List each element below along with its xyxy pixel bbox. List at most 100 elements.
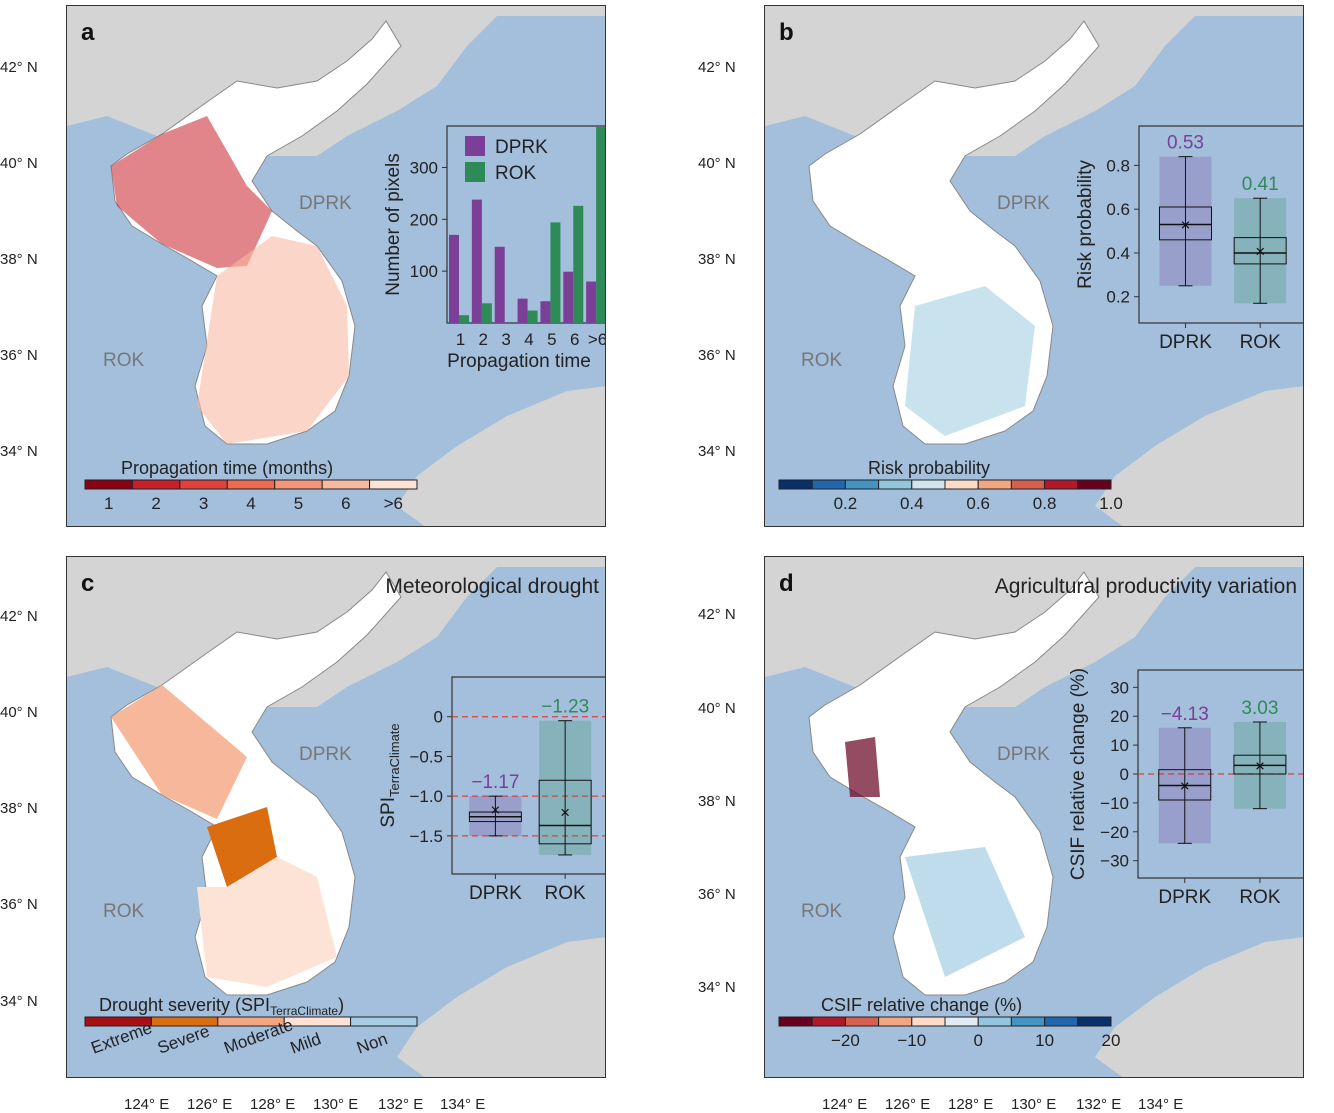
colorbar-swatch	[811, 1016, 846, 1027]
colorbar-swatch	[1077, 1016, 1112, 1027]
y-tick-label: −1.0	[409, 787, 443, 806]
map-panel-b: b DPRK ROK Risk probability 0.2 0.4 0.6 0.8 1.0 0…	[764, 5, 1304, 527]
inset-frame	[1138, 125, 1303, 324]
mean-value-label: −1.17	[471, 772, 519, 793]
colorbar-tick-label: Severe	[155, 1021, 212, 1057]
y-tick-label: 0	[1120, 765, 1129, 784]
bar-rok	[550, 222, 561, 323]
latitude-label: 42° N	[0, 59, 38, 76]
rok-shading	[197, 236, 349, 444]
y-tick-label: −1.5	[409, 827, 443, 846]
latitude-label: 38° N	[698, 251, 736, 268]
mean-value-label: 0.41	[1242, 174, 1279, 195]
x-tick-label: 5	[547, 330, 556, 349]
colorbar-title-end: )	[338, 995, 344, 1015]
bar-dprk	[586, 281, 597, 323]
panel-letter: c	[81, 570, 94, 597]
latitude-label: 38° N	[0, 251, 38, 268]
x-tick-label: 1	[456, 330, 465, 349]
colorbar-swatch	[977, 1016, 1012, 1027]
latitude-label: 42° N	[698, 59, 736, 76]
latitude-label: 38° N	[698, 793, 736, 810]
y-tick-label: −20	[1100, 823, 1129, 842]
box	[1233, 237, 1287, 265]
colorbar-swatch	[179, 479, 228, 490]
x-axis-label: Propagation time	[447, 351, 591, 372]
japan-terrain	[397, 386, 605, 526]
y-tick-label: 0.6	[1106, 200, 1130, 219]
rok-shading	[905, 847, 1025, 977]
colorbar-tick-label: 3	[199, 494, 208, 513]
map-svg: b DPRK ROK Risk probability 0.2 0.4 0.6 0.8 1.0 0…	[765, 6, 1303, 526]
bar-rok	[481, 303, 492, 323]
x-tick-label: DPRK	[1158, 887, 1211, 908]
panel-title: Meteorological drought	[385, 575, 599, 598]
colorbar-swatch	[778, 1016, 813, 1027]
colorbar-tick-label: 10	[1035, 1031, 1054, 1050]
y-tick-label: 10	[1110, 736, 1129, 755]
latitude-label: 36° N	[698, 347, 736, 364]
y-axis-label-sub: TerraClimate	[387, 723, 402, 797]
colorbar-tick-label: 4	[246, 494, 255, 513]
colorbar-swatch	[350, 1016, 418, 1027]
y-tick-label: 0	[434, 708, 443, 727]
latitude-label: 40° N	[698, 155, 736, 172]
latitude-label: 34° N	[698, 443, 736, 460]
rok-shading	[905, 286, 1035, 436]
japan-terrain	[397, 937, 605, 1077]
korea-peninsula	[110, 571, 402, 996]
colorbar-swatch	[1010, 1016, 1046, 1027]
colorbar-swatch	[321, 479, 371, 490]
colorbar-swatch	[131, 479, 181, 490]
colorbar-title: CSIF relative change (%)	[821, 995, 1022, 1015]
bar-dprk	[494, 246, 505, 323]
colorbar-tick-label: Non	[354, 1029, 390, 1058]
panel-letter: a	[81, 19, 95, 46]
longitude-label: 128° E	[250, 1096, 296, 1113]
colorbar-swatch	[878, 1016, 913, 1027]
colorbar-title: Propagation time (months)	[121, 458, 333, 478]
colorbar-swatch	[274, 479, 323, 490]
colorbar-tick-label: 5	[294, 494, 303, 513]
legend-label: DPRK	[495, 137, 548, 158]
colorbar-swatch	[944, 479, 979, 490]
rok-label: ROK	[103, 350, 145, 371]
colorbar-tick-label: 2	[151, 494, 160, 513]
x-tick-label: DPRK	[469, 883, 522, 904]
latitude-label: 34° N	[0, 443, 38, 460]
rok-shading	[197, 857, 337, 987]
mean-marker: ×	[560, 803, 570, 822]
colorbar-swatch	[283, 1016, 352, 1027]
map-panel-c: c Meteorological drought DPRK ROK Drought se…	[66, 556, 606, 1078]
colorbar-tick-label: >6	[384, 494, 403, 513]
colorbar-tick-label: 0.4	[900, 494, 924, 513]
y-axis-label: Number of pixels	[383, 153, 404, 296]
colorbar-tick-label: −10	[897, 1031, 926, 1050]
severe-shading	[207, 807, 277, 887]
latitude-label: 36° N	[698, 886, 736, 903]
map-panel-a: a DPRK ROK Propagation time (months) 1 2 3 4 5 6 >…	[66, 5, 606, 527]
bar-dprk	[517, 298, 528, 323]
colorbar-tick-label: 20	[1102, 1031, 1121, 1050]
colorbar-swatch	[1077, 479, 1112, 490]
legend-swatch	[465, 136, 485, 156]
y-tick-label: 200	[410, 210, 438, 229]
x-tick-label: 3	[501, 330, 510, 349]
inset-frame	[451, 676, 605, 875]
y-tick-label: −0.5	[409, 747, 443, 766]
bar-rok	[459, 315, 469, 323]
colorbar-tick-label: 1.0	[1099, 494, 1123, 513]
longitude-label: 132° E	[378, 1096, 424, 1113]
colorbar-swatch	[911, 479, 946, 490]
y-tick-label: −10	[1100, 794, 1129, 813]
latitude-label: 40° N	[698, 700, 736, 717]
colorbar-title: Risk probability	[868, 458, 990, 478]
dprk-label: DPRK	[299, 193, 352, 214]
rok-label: ROK	[801, 901, 843, 922]
latitude-label: 40° N	[0, 704, 38, 721]
map-svg: c Meteorological drought DPRK ROK Drought se…	[67, 557, 605, 1077]
korea-peninsula	[808, 571, 1100, 996]
colorbar-swatch	[150, 1016, 219, 1027]
y-tick-label: 300	[410, 158, 438, 177]
latitude-label: 34° N	[698, 979, 736, 996]
